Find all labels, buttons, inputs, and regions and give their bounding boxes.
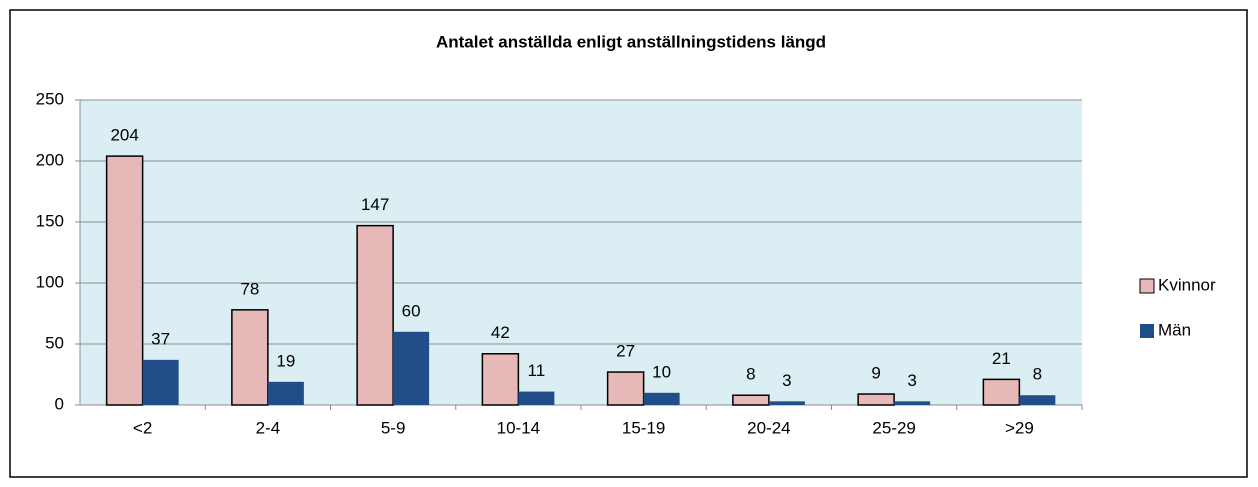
bar <box>393 331 430 405</box>
x-tick-label: 2-4 <box>256 418 281 437</box>
data-label: 19 <box>276 351 295 370</box>
bar <box>643 392 680 405</box>
bar <box>267 381 304 405</box>
bar <box>105 155 144 406</box>
data-label: 60 <box>402 301 421 320</box>
x-tick-label: <2 <box>133 418 152 437</box>
bar <box>1019 395 1056 405</box>
bar <box>231 309 269 406</box>
y-tick-label: 150 <box>36 211 64 230</box>
data-label: 10 <box>652 362 671 381</box>
plot-area <box>80 100 1082 405</box>
bar <box>894 401 931 405</box>
bar <box>356 224 394 406</box>
y-tick-label: 200 <box>36 150 64 169</box>
legend-label: Kvinnor <box>1158 275 1216 294</box>
data-label: 21 <box>992 349 1011 368</box>
x-tick-label: 5-9 <box>381 418 406 437</box>
data-label: 8 <box>1033 365 1042 384</box>
x-tick-label: >29 <box>1005 418 1034 437</box>
data-label: 37 <box>151 329 170 348</box>
x-tick-label: 25-29 <box>872 418 915 437</box>
data-label: 3 <box>907 371 916 390</box>
bar <box>732 394 770 406</box>
data-label: 204 <box>110 126 138 145</box>
bar <box>606 371 645 406</box>
y-tick-label: 250 <box>36 89 64 108</box>
data-label: 9 <box>871 364 880 383</box>
data-label: 3 <box>782 371 791 390</box>
legend-label: Män <box>1158 320 1191 339</box>
chart-title: Antalet anställda enligt anställningstid… <box>436 32 826 51</box>
bar <box>857 393 895 406</box>
data-label: 147 <box>361 195 389 214</box>
bar <box>768 401 805 405</box>
data-label: 27 <box>616 342 635 361</box>
legend-swatch <box>1140 324 1154 338</box>
bar <box>142 359 179 405</box>
y-tick-label: 50 <box>45 333 64 352</box>
y-tick-label: 0 <box>55 394 64 413</box>
bar <box>518 391 555 405</box>
bar <box>982 378 1021 406</box>
data-label: 8 <box>746 365 755 384</box>
x-tick-label: 15-19 <box>622 418 665 437</box>
x-tick-label: 20-24 <box>747 418 790 437</box>
data-label: 78 <box>240 279 259 298</box>
bar <box>481 353 520 406</box>
x-tick-label: 10-14 <box>497 418 540 437</box>
data-label: 11 <box>528 361 546 380</box>
data-label: 42 <box>491 323 510 342</box>
legend-swatch <box>1139 278 1155 294</box>
y-tick-label: 100 <box>36 272 64 291</box>
